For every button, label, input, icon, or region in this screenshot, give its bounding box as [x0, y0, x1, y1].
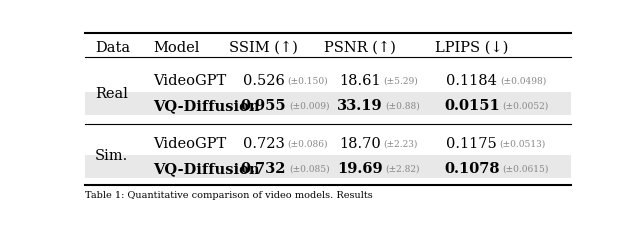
Text: (±0.085): (±0.085) — [289, 164, 330, 173]
Text: (±0.0513): (±0.0513) — [500, 139, 546, 148]
Text: 0.526: 0.526 — [243, 74, 284, 88]
Text: Data: Data — [95, 41, 130, 55]
Text: 0.723: 0.723 — [243, 136, 284, 150]
Text: 0.1175: 0.1175 — [447, 136, 497, 150]
FancyBboxPatch shape — [85, 155, 571, 178]
Text: Table 1: Quantitative comparison of video models. Results: Table 1: Quantitative comparison of vide… — [85, 190, 372, 199]
Text: 0.0151: 0.0151 — [444, 99, 500, 113]
Text: 19.69: 19.69 — [337, 161, 383, 175]
Text: 0.955: 0.955 — [241, 99, 286, 113]
Text: VideoGPT: VideoGPT — [154, 136, 227, 150]
Text: VQ-Diffusion: VQ-Diffusion — [154, 161, 260, 175]
FancyBboxPatch shape — [85, 92, 571, 116]
Text: (±0.0498): (±0.0498) — [500, 76, 546, 85]
Text: 0.1078: 0.1078 — [444, 161, 500, 175]
Text: VideoGPT: VideoGPT — [154, 74, 227, 88]
Text: (±0.88): (±0.88) — [385, 101, 420, 110]
Text: (±0.086): (±0.086) — [287, 139, 328, 148]
Text: 33.19: 33.19 — [337, 99, 383, 113]
Text: Model: Model — [154, 41, 200, 55]
Text: (±0.0615): (±0.0615) — [502, 164, 548, 173]
Text: (±5.29): (±5.29) — [383, 76, 419, 85]
Text: SSIM (↑): SSIM (↑) — [229, 41, 298, 55]
Text: VQ-Diffusion: VQ-Diffusion — [154, 99, 260, 113]
Text: (±2.23): (±2.23) — [383, 139, 418, 148]
Text: 18.61: 18.61 — [339, 74, 381, 88]
Text: LPIPS (↓): LPIPS (↓) — [435, 41, 509, 55]
Text: 0.1184: 0.1184 — [447, 74, 497, 88]
Text: 18.70: 18.70 — [339, 136, 381, 150]
Text: (±2.82): (±2.82) — [385, 164, 420, 173]
Text: Sim.: Sim. — [95, 148, 128, 162]
Text: (±0.009): (±0.009) — [289, 101, 330, 110]
Text: (±0.150): (±0.150) — [287, 76, 328, 85]
Text: Real: Real — [95, 86, 128, 100]
Text: (±0.0052): (±0.0052) — [502, 101, 548, 110]
Text: PSNR (↑): PSNR (↑) — [324, 41, 396, 55]
Text: 0.732: 0.732 — [241, 161, 286, 175]
